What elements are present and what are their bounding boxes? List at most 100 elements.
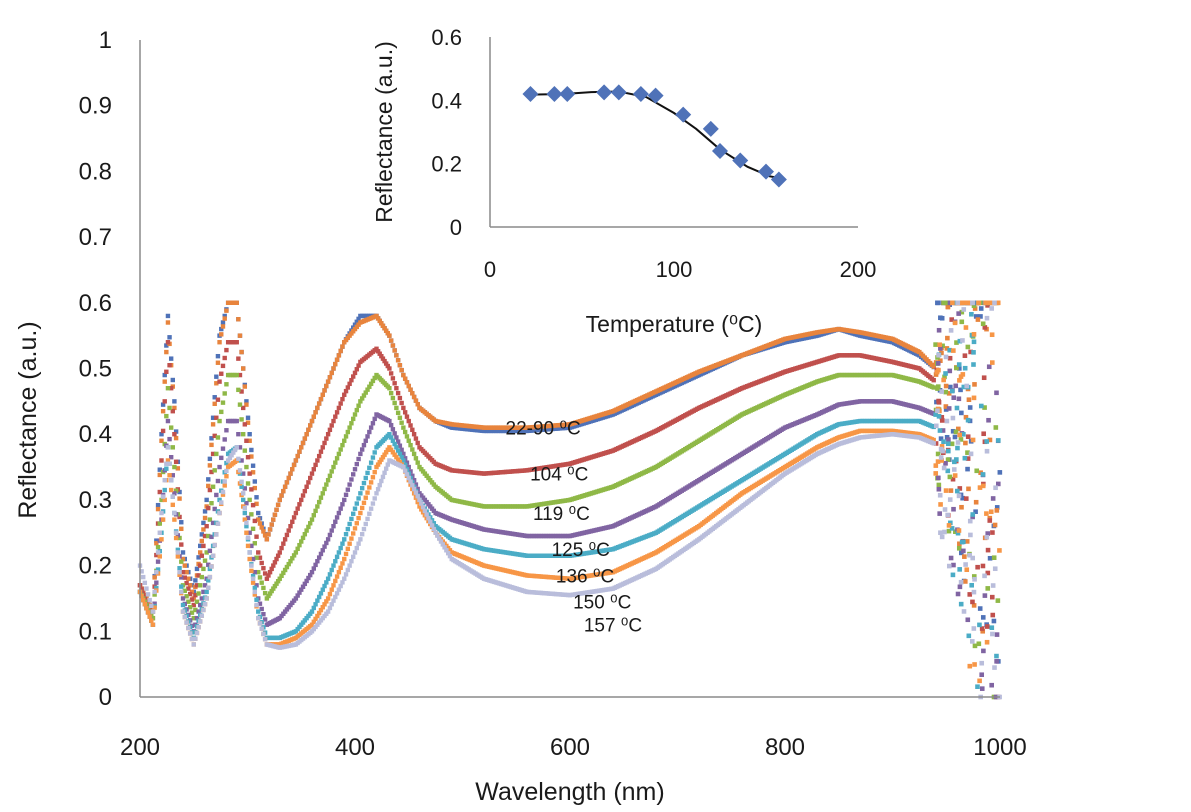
data-point (996, 481, 1001, 487)
data-point (179, 559, 184, 564)
data-point (352, 526, 358, 531)
data-point (165, 313, 171, 319)
data-point (388, 422, 394, 428)
data-point (318, 551, 324, 557)
data-point (167, 436, 172, 442)
data-point (990, 583, 996, 588)
data-point (985, 586, 991, 591)
data-point (207, 548, 213, 554)
data-point (266, 573, 271, 578)
data-point (429, 523, 435, 528)
curve-label: 150 ⁰C (573, 593, 631, 614)
data-point (345, 487, 351, 492)
inset-y-tick-label: 0.2 (431, 152, 462, 177)
data-point (340, 344, 345, 349)
data-point (942, 507, 948, 512)
data-point (269, 522, 274, 527)
data-point (980, 628, 986, 634)
data-point (327, 572, 333, 577)
data-point (318, 591, 324, 596)
data-point (361, 393, 367, 398)
main-y-tick-label: 0.2 (79, 553, 112, 580)
data-point (965, 456, 971, 461)
data-point (220, 320, 226, 325)
data-point (267, 569, 273, 575)
data-point (320, 491, 325, 496)
data-point (257, 521, 263, 526)
data-point (984, 534, 990, 540)
data-point (209, 534, 214, 540)
data-point (975, 317, 981, 322)
data-point (992, 300, 997, 306)
data-point (379, 457, 384, 462)
data-point (375, 462, 381, 467)
data-point (996, 438, 1001, 443)
data-point (946, 437, 951, 442)
data-point (222, 479, 227, 484)
data-point (343, 492, 349, 497)
data-point (948, 520, 953, 526)
data-point (390, 395, 396, 401)
data-point (991, 555, 997, 560)
data-point (297, 590, 302, 595)
data-point (994, 505, 1000, 510)
data-point (349, 377, 354, 383)
data-point (234, 445, 239, 450)
data-point (956, 362, 962, 367)
data-point (413, 436, 419, 441)
data-point (961, 548, 966, 554)
inset-x-tick-label: 0 (484, 257, 496, 282)
data-point (363, 475, 368, 481)
data-point (172, 491, 177, 496)
data-point (201, 543, 206, 549)
data-point (347, 425, 352, 430)
data-point (177, 535, 182, 541)
data-point (249, 543, 254, 549)
data-point (968, 349, 973, 355)
data-point (236, 432, 241, 437)
data-point (257, 555, 263, 560)
data-point (215, 521, 221, 526)
data-point (170, 377, 175, 383)
data-point (367, 485, 372, 490)
data-point (945, 441, 951, 447)
data-point (408, 423, 413, 428)
data-point (147, 614, 152, 619)
data-point (256, 569, 261, 575)
main-x-tick-label: 400 (335, 734, 375, 761)
data-point (397, 363, 403, 368)
data-point (308, 572, 313, 578)
data-point (224, 474, 229, 479)
data-point (204, 596, 209, 601)
data-point (239, 484, 244, 489)
data-point (442, 545, 447, 550)
data-point (951, 395, 957, 400)
data-point (241, 497, 246, 503)
data-point (164, 461, 169, 466)
data-point (231, 450, 236, 455)
data-point (187, 605, 193, 610)
data-point (411, 486, 417, 492)
data-point (958, 579, 964, 585)
data-point (336, 405, 342, 411)
data-point (338, 348, 343, 354)
data-point (236, 387, 241, 393)
data-point (933, 423, 939, 429)
data-point (343, 434, 349, 439)
data-point (377, 318, 382, 324)
data-point (993, 425, 999, 430)
data-point (175, 547, 181, 553)
data-point (990, 530, 995, 535)
data-point (426, 515, 431, 521)
inset-data-point (732, 152, 749, 169)
data-point (309, 471, 315, 476)
data-point (325, 379, 331, 384)
data-point (219, 500, 224, 505)
data-point (191, 642, 196, 647)
data-point (186, 586, 191, 591)
data-point (358, 510, 363, 516)
data-point (162, 379, 167, 384)
data-point (193, 578, 198, 583)
data-point (311, 566, 316, 571)
data-point (154, 585, 159, 591)
